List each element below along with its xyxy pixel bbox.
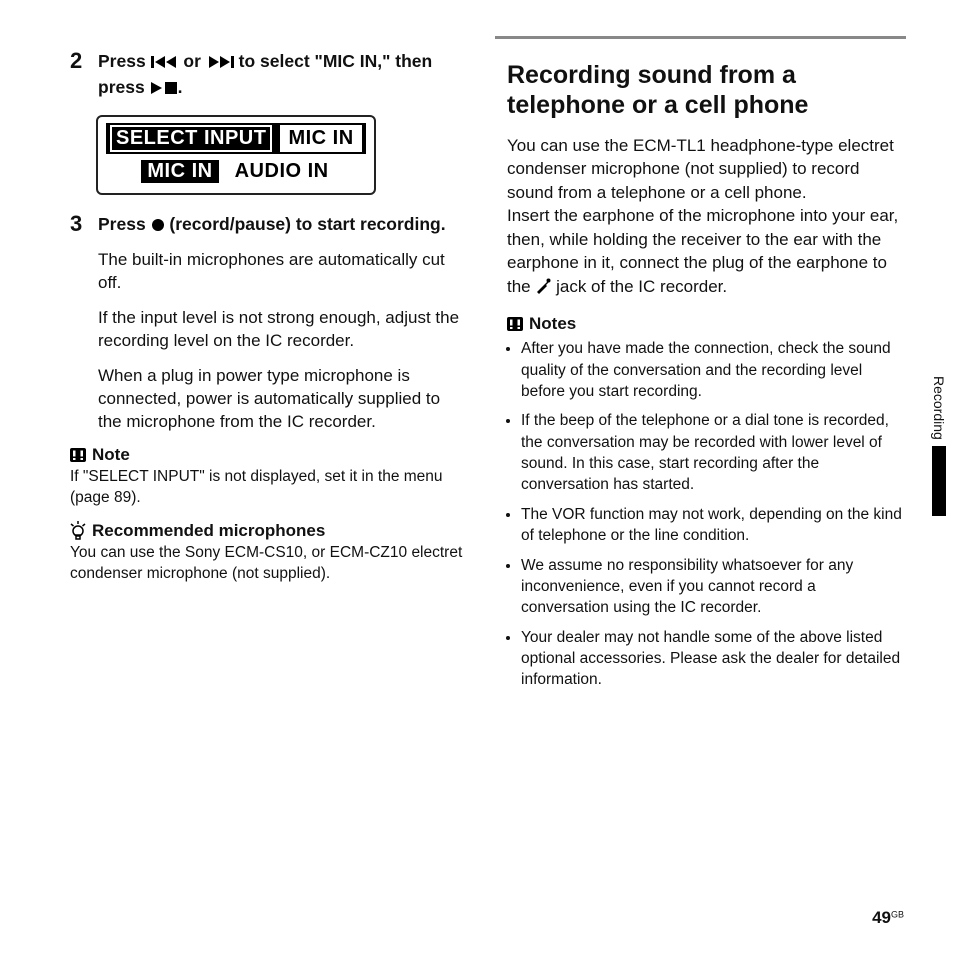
tip-body: You can use the Sony ECM-CS10, or ECM-CZ… bbox=[70, 543, 467, 585]
notes-heading: Notes bbox=[507, 314, 904, 334]
list-item: After you have made the connection, chec… bbox=[521, 338, 904, 402]
text: . bbox=[178, 77, 183, 97]
list-item: The VOR function may not work, depending… bbox=[521, 504, 904, 547]
step-2: 2 Press or to select "MIC IN," then pres… bbox=[70, 50, 467, 101]
page-content: 2 Press or to select "MIC IN," then pres… bbox=[0, 0, 954, 729]
page-number-suffix: GB bbox=[891, 909, 904, 919]
left-column: 2 Press or to select "MIC IN," then pres… bbox=[70, 50, 467, 699]
right-column: Recording sound from a telephone or a ce… bbox=[507, 50, 904, 699]
top-rule bbox=[495, 36, 906, 39]
lcd-row-1: SELECT INPUT MIC IN bbox=[106, 123, 366, 154]
side-tab-label: Recording bbox=[931, 376, 947, 440]
record-icon bbox=[151, 215, 165, 239]
step-3: 3 Press (record/pause) to start recordin… bbox=[70, 213, 467, 239]
note-body: If "SELECT INPUT" is not displayed, set … bbox=[70, 467, 467, 509]
play-stop-icon bbox=[150, 78, 178, 102]
notes-list: After you have made the connection, chec… bbox=[507, 338, 904, 691]
text: You can use the ECM-TL1 headphone-type e… bbox=[507, 136, 898, 296]
lcd-option: AUDIO IN bbox=[233, 160, 331, 183]
text: Press bbox=[98, 51, 151, 71]
text: jack of the IC recorder. bbox=[556, 277, 727, 296]
paragraph: When a plug in power type microphone is … bbox=[98, 365, 467, 434]
step-title: Press or to select "MIC IN," then press … bbox=[98, 50, 467, 101]
tip-label: Recommended microphones bbox=[92, 521, 325, 541]
prev-track-icon bbox=[151, 52, 179, 76]
paragraph: If the input level is not strong enough,… bbox=[98, 307, 467, 353]
lcd-option-selected: MIC IN bbox=[141, 160, 218, 183]
page-number-value: 49 bbox=[872, 908, 891, 927]
mic-jack-icon bbox=[535, 277, 551, 300]
lcd-row-2: MIC IN AUDIO IN bbox=[106, 160, 366, 183]
lcd-label: SELECT INPUT bbox=[110, 125, 272, 152]
text: (record/pause) to start recording. bbox=[169, 214, 445, 234]
side-tab-marker bbox=[932, 446, 946, 516]
step-number: 2 bbox=[70, 50, 88, 101]
body-text: You can use the ECM-TL1 headphone-type e… bbox=[507, 134, 904, 300]
text: or bbox=[183, 51, 205, 71]
step-body: Press or to select "MIC IN," then press … bbox=[98, 50, 467, 101]
notes-label: Notes bbox=[529, 314, 576, 334]
tip-bulb-icon bbox=[70, 521, 86, 541]
section-heading: Recording sound from a telephone or a ce… bbox=[507, 60, 904, 120]
note-label: Note bbox=[92, 445, 130, 465]
lcd-value: MIC IN bbox=[280, 125, 361, 152]
list-item: Your dealer may not handle some of the a… bbox=[521, 627, 904, 691]
step-body: Press (record/pause) to start recording. bbox=[98, 213, 467, 239]
tip-heading: Recommended microphones bbox=[70, 521, 467, 541]
page-number: 49GB bbox=[872, 908, 904, 928]
paragraph: The built-in microphones are automatical… bbox=[98, 249, 467, 295]
note-icon bbox=[70, 448, 86, 462]
text: Press bbox=[98, 214, 151, 234]
step-number: 3 bbox=[70, 213, 88, 239]
side-tab: Recording bbox=[924, 376, 954, 516]
note-heading: Note bbox=[70, 445, 467, 465]
step-title: Press (record/pause) to start recording. bbox=[98, 213, 467, 239]
list-item: If the beep of the telephone or a dial t… bbox=[521, 410, 904, 496]
next-track-icon bbox=[206, 52, 234, 76]
note-icon bbox=[507, 317, 523, 331]
list-item: We assume no responsibility whatsoever f… bbox=[521, 555, 904, 619]
lcd-display: SELECT INPUT MIC IN MIC IN AUDIO IN bbox=[96, 115, 376, 195]
